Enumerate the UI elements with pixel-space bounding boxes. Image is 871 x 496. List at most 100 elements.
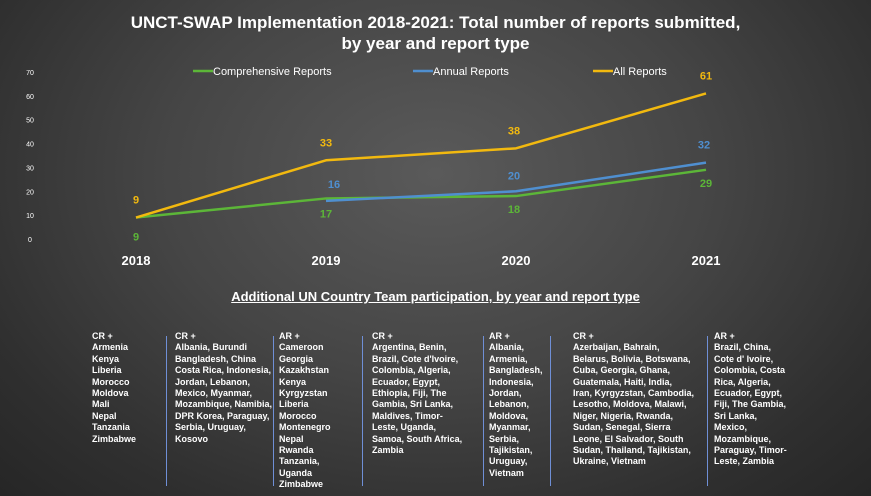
country-line: Jordan, bbox=[489, 388, 522, 399]
data-label: 9 bbox=[133, 195, 139, 207]
country-line: Tanzania bbox=[92, 422, 130, 433]
column-countries: Argentina, Benin, Brazil, Cote d'Ivoire, C… bbox=[372, 342, 482, 456]
x-tick-label: 2021 bbox=[692, 253, 721, 268]
country-line: Albania, Burundi bbox=[175, 342, 247, 353]
country-line: Paraguay, Timor- bbox=[714, 445, 787, 456]
country-line: Tanzania, bbox=[279, 456, 320, 467]
column-divider bbox=[362, 336, 363, 486]
y-tick-label: 0 bbox=[28, 237, 32, 244]
country-line: DPR Korea, Paraguay, bbox=[175, 410, 270, 421]
column-header: CR + bbox=[92, 331, 113, 341]
country-line: Cameroon bbox=[279, 342, 324, 353]
data-label: 33 bbox=[320, 137, 332, 149]
country-line: Samoa, South Africa, bbox=[372, 433, 463, 444]
country-line: Leste, Uganda, bbox=[372, 422, 437, 433]
country-line: Iran, Kyrgyzstan, Cambodia, bbox=[573, 388, 695, 399]
x-tick-label: 2020 bbox=[502, 253, 531, 268]
country-line: Kenya bbox=[279, 376, 307, 387]
country-line: Azerbaijan, Bahrain, bbox=[573, 342, 660, 353]
country-line: Ecuador, Egypt, bbox=[372, 376, 441, 387]
column-countries: Albania, Armenia, Bangladesh, Indonesia, Jor… bbox=[489, 342, 549, 479]
country-line: Mexico, Myanmar, bbox=[175, 388, 253, 399]
column-header: CR + bbox=[372, 331, 393, 341]
chart-title-line-1: UNCT-SWAP Implementation 2018-2021: Tota… bbox=[130, 13, 741, 32]
column-divider bbox=[550, 336, 551, 486]
country-line: Myanmar, bbox=[489, 422, 531, 433]
country-line: Lesotho, Moldova, Malawi, bbox=[573, 399, 687, 410]
country-line: Uganda bbox=[279, 467, 313, 478]
country-line: Zimbabwe bbox=[279, 479, 324, 490]
country-line: Zimbabwe bbox=[92, 433, 137, 444]
participation-column-2: CR + Albania, Burundi Bangladesh, China Co… bbox=[175, 331, 275, 445]
country-line: Zambia bbox=[372, 445, 404, 456]
data-label: 38 bbox=[508, 125, 520, 137]
legend-label: Comprehensive Reports bbox=[213, 66, 332, 78]
country-line: Armenia, bbox=[489, 353, 528, 364]
country-line: Mali bbox=[92, 399, 110, 410]
country-line: Lebanon, bbox=[489, 399, 529, 410]
country-line: Montenegro bbox=[279, 422, 331, 433]
country-line: Armenia bbox=[92, 342, 129, 353]
y-tick-label: 20 bbox=[26, 189, 34, 196]
country-line: Belarus, Bolivia, Botswana, bbox=[573, 353, 691, 364]
participation-column-6: CR + Azerbaijan, Bahrain, Belarus, Bolivi… bbox=[573, 331, 708, 468]
country-line: Uruguay, bbox=[489, 456, 528, 467]
country-line: Gambia, Sri Lanka, bbox=[372, 399, 454, 410]
country-line: Albania, bbox=[489, 342, 525, 353]
x-tick-label: 2018 bbox=[122, 253, 151, 268]
participation-column-3: AR + Cameroon Georgia Kazakhstan Kenya Kyrgy… bbox=[279, 331, 354, 491]
column-header: CR + bbox=[573, 331, 594, 341]
country-line: Argentina, Benin, bbox=[372, 342, 447, 353]
chart-title-line-2: by year and report type bbox=[341, 34, 530, 53]
data-label: 18 bbox=[508, 204, 520, 216]
country-line: Rwanda bbox=[279, 445, 314, 456]
column-header: AR + bbox=[279, 331, 300, 341]
legend-label: All Reports bbox=[613, 66, 667, 78]
column-countries: Cameroon Georgia Kazakhstan Kenya Kyrgyzstan… bbox=[279, 342, 354, 490]
series-line bbox=[135, 92, 707, 219]
country-line: Georgia bbox=[279, 353, 314, 364]
country-line: Bangladesh, bbox=[489, 365, 543, 376]
column-header: AR + bbox=[714, 331, 735, 341]
country-line: Sri Lanka, bbox=[714, 410, 758, 421]
country-line: Serbia, bbox=[489, 433, 520, 444]
country-line: Costa Rica, Indonesia, bbox=[175, 365, 272, 376]
participation-heading: Additional UN Country Team participation… bbox=[231, 289, 640, 304]
data-label: 17 bbox=[320, 208, 332, 220]
country-line: Ethiopia, Fiji, The bbox=[372, 388, 447, 399]
country-line: Vietnam bbox=[489, 467, 524, 478]
country-line: Maldives, Timor- bbox=[372, 410, 443, 421]
country-line: Mexico, bbox=[714, 422, 748, 433]
country-line: Colombia, Costa bbox=[714, 365, 786, 376]
series-line bbox=[325, 161, 707, 203]
country-line: Liberia bbox=[279, 399, 309, 410]
country-line: Guatemala, Haiti, India, bbox=[573, 376, 673, 387]
y-tick-label: 10 bbox=[26, 213, 34, 220]
data-label: 29 bbox=[700, 178, 712, 190]
country-line: Cuba, Georgia, Ghana, bbox=[573, 365, 671, 376]
country-line: Jordan, Lebanon, bbox=[175, 376, 251, 387]
country-line: Moldova, bbox=[489, 410, 529, 421]
y-tick-label: 40 bbox=[26, 142, 34, 149]
country-line: Ecuador, Egypt, bbox=[714, 388, 783, 399]
participation-column-4: CR + Argentina, Benin, Brazil, Cote d'Ivo… bbox=[372, 331, 482, 456]
country-line: Kenya bbox=[92, 353, 120, 364]
y-tick-label: 60 bbox=[26, 94, 34, 101]
country-line: Cote d' Ivoire, bbox=[714, 353, 774, 364]
column-divider bbox=[483, 336, 484, 486]
country-line: Morocco bbox=[279, 410, 317, 421]
country-line: Brazil, Cote d'Ivoire, bbox=[372, 353, 459, 364]
y-tick-label: 70 bbox=[26, 70, 34, 77]
chart-title: UNCT-SWAP Implementation 2018-2021: Tota… bbox=[0, 12, 871, 54]
country-line: Mozambique, bbox=[714, 433, 772, 444]
data-label: 32 bbox=[698, 140, 710, 152]
participation-column-5: AR + Albania, Armenia, Bangladesh, Indonesi… bbox=[489, 331, 549, 479]
country-line: Indonesia, bbox=[489, 376, 534, 387]
x-tick-label: 2019 bbox=[312, 253, 341, 268]
country-line: Liberia bbox=[92, 365, 122, 376]
series-line bbox=[135, 168, 707, 219]
country-line: Niger, Nigeria, Rwanda, bbox=[573, 410, 674, 421]
country-line: Nepal bbox=[279, 433, 304, 444]
